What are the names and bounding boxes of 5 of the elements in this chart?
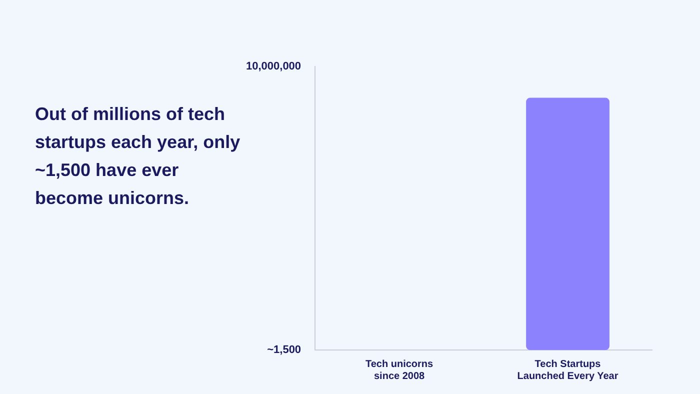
y-tick-label: 10,000,000 [246,60,302,73]
x-tick-label: Tech Startups Launched Every Year [517,358,618,382]
y-tick-label: ~1,500 [267,344,302,356]
text: Out of millions of tech startups each year, only ~1,500 have ever become unicorns. [35,103,242,210]
x-tick-label: Tech unicorns since 2008 [365,358,434,382]
